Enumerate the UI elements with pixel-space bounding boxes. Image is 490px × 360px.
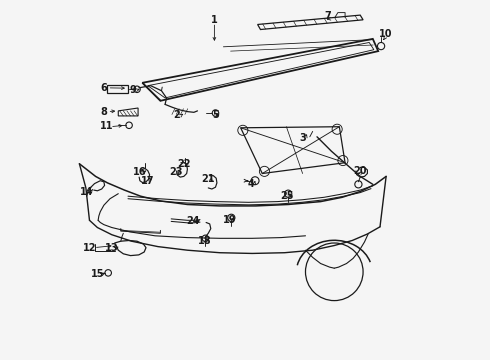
Text: 20: 20 xyxy=(353,166,367,176)
Text: 25: 25 xyxy=(281,191,294,201)
Text: 24: 24 xyxy=(186,216,199,226)
Text: 3: 3 xyxy=(299,132,306,143)
Text: 7: 7 xyxy=(324,11,331,21)
Text: 4: 4 xyxy=(248,179,255,189)
Text: 1: 1 xyxy=(211,15,218,25)
Text: 18: 18 xyxy=(198,236,212,246)
Bar xyxy=(107,85,128,93)
Text: 17: 17 xyxy=(141,176,154,186)
Text: 2: 2 xyxy=(173,110,180,120)
Text: 5: 5 xyxy=(212,110,219,120)
Text: 22: 22 xyxy=(177,159,191,169)
Text: 21: 21 xyxy=(201,174,215,184)
Text: 23: 23 xyxy=(169,167,183,177)
Text: 12: 12 xyxy=(83,243,96,253)
Text: 19: 19 xyxy=(223,215,237,225)
Text: 16: 16 xyxy=(133,167,147,177)
Text: 10: 10 xyxy=(379,29,392,39)
Text: 6: 6 xyxy=(100,83,107,93)
Text: 15: 15 xyxy=(91,269,105,279)
Text: 8: 8 xyxy=(100,107,107,117)
Text: 14: 14 xyxy=(80,186,94,197)
Polygon shape xyxy=(118,108,138,116)
Text: 13: 13 xyxy=(105,243,119,253)
Text: 11: 11 xyxy=(99,121,113,131)
Text: 9: 9 xyxy=(129,85,136,95)
